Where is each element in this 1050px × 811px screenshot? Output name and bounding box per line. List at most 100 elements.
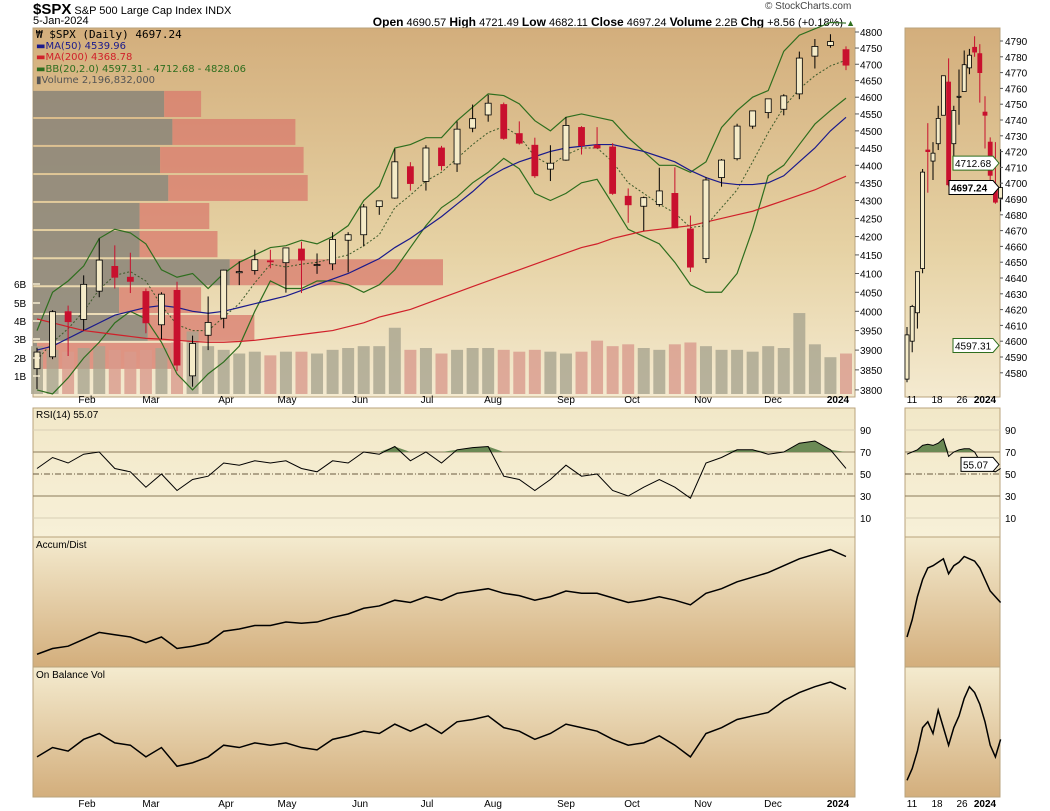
volume-bar: [637, 348, 650, 394]
obv-line: [36, 681, 847, 768]
inset-candle-body: [946, 81, 951, 186]
x-tick-label: Mar: [142, 395, 160, 406]
candle-body: [500, 104, 508, 139]
rsi-tick-label: 90: [860, 426, 872, 437]
volume-bar: [388, 327, 401, 394]
x-tick-label: Feb: [78, 799, 96, 810]
y-tick-label: 4050: [860, 288, 883, 299]
inset-obv-line: [906, 685, 1002, 781]
obv-title: On Balance Vol: [36, 670, 105, 681]
volume-bar: [684, 342, 697, 394]
legend-price-text: $SPX (Daily) 4697.24: [49, 28, 182, 41]
high-value: 4721.49: [479, 17, 519, 29]
x-tick-label: May: [278, 395, 297, 406]
inset-y-tick-label: 4590: [1005, 353, 1028, 364]
candle-body: [562, 125, 570, 161]
volume-bar: [559, 353, 572, 394]
candle-body: [126, 276, 134, 282]
x-tick-label: Sep: [557, 799, 575, 810]
candle-body: [422, 147, 430, 182]
inset-x-tick-label: 11: [907, 395, 918, 406]
candle-body: [298, 248, 305, 261]
x-tick-label: Dec: [764, 799, 782, 810]
inset-candle-body: [961, 64, 967, 92]
volume-bar: [435, 353, 448, 394]
x-tick-label: May: [278, 799, 297, 810]
legend-price: ₩ $SPX (Daily) 4697.24: [36, 29, 246, 41]
x-tick-label: Sep: [557, 395, 575, 406]
accum-dist-line: [36, 548, 847, 655]
inset-y-tick-label: 4710: [1005, 163, 1028, 174]
volume-bar: [155, 348, 168, 394]
inset-y-tick-label: 4690: [1005, 195, 1028, 206]
candle-body: [329, 239, 336, 265]
volume-tick-label: 6B: [14, 280, 27, 291]
volume-by-price-down-bar: [172, 118, 296, 145]
inset-x-tick-label: 26: [956, 395, 968, 406]
y-tick-label: 4450: [860, 144, 883, 155]
candle-body: [189, 343, 196, 377]
x-tick-label: Apr: [218, 799, 234, 810]
candle-body: [515, 133, 523, 144]
bb-mid-price-tag-box: [952, 155, 1000, 171]
y-tick-label: 4000: [860, 307, 883, 318]
volume-tick-label: 5B: [14, 299, 27, 310]
volume-bar: [279, 351, 292, 394]
volume-bar: [326, 349, 339, 394]
inset-y-tick-label: 4630: [1005, 290, 1028, 301]
candle-body: [158, 293, 165, 326]
volume-bar: [77, 348, 90, 394]
candle-body: [266, 260, 274, 263]
bb-upper-line: [36, 21, 847, 331]
inset-x-tick-label: 11: [907, 799, 918, 810]
inset-y-tick-label: 4580: [1005, 369, 1028, 380]
rsi-tick-label: 30: [860, 492, 872, 503]
rsi-line: [36, 440, 847, 499]
volume-bar: [762, 346, 775, 394]
volume-by-price-up-bar: [33, 202, 140, 230]
candle-body: [406, 166, 414, 184]
inset-y-tick-label: 4650: [1005, 258, 1028, 269]
accum-dist-title: Accum/Dist: [36, 540, 87, 551]
volume-bar: [544, 351, 557, 394]
inset-x-tick-label: 2024: [974, 799, 997, 810]
candle-body: [842, 49, 850, 66]
volume-bar: [93, 346, 106, 394]
inset-candle-body: [909, 306, 915, 342]
volume-by-price-up-bar: [33, 175, 169, 201]
volume-bar: [217, 349, 230, 394]
bb-lower-price-tag-box: [952, 337, 1000, 353]
legend-ma200: ▬MA(200) 4368.78: [36, 52, 133, 63]
volume-value: 2.2B: [715, 17, 738, 29]
volume-bar: [606, 346, 619, 394]
x-tick-label: Nov: [694, 395, 712, 406]
volume-bar: [513, 351, 526, 394]
x-tick-label: Jul: [421, 395, 434, 406]
volume-tick-label: 4B: [14, 317, 27, 328]
candle-body: [49, 311, 56, 358]
candle-body: [204, 322, 212, 336]
candle-body: [547, 162, 554, 170]
volume-tick-label: 2B: [14, 354, 27, 365]
candle-body: [749, 110, 757, 127]
close-value: 4697.24: [626, 17, 667, 29]
inset-rsi-tick-label: 70: [1005, 448, 1017, 459]
candle-body: [764, 98, 772, 113]
inset-y-tick-label: 4610: [1005, 321, 1028, 332]
volume-by-price-up-bar: [33, 287, 120, 313]
inset-y-tick-label: 4600: [1005, 337, 1028, 348]
inset-candle-body: [982, 111, 988, 116]
y-tick-label: 4600: [860, 93, 883, 104]
open-value: 4690.57: [406, 17, 447, 29]
chart-title: $SPX S&P 500 Large Cap Index INDX: [33, 1, 231, 18]
candle-body: [111, 266, 119, 278]
y-tick-label: 4350: [860, 179, 883, 190]
inset-y-tick-label: 4730: [1005, 132, 1028, 143]
volume-bar: [497, 349, 510, 394]
volume-bar: [342, 348, 355, 394]
y-tick-label: 3800: [860, 386, 883, 397]
volume-bar: [124, 351, 137, 394]
chg-value: +8.56 (+0.18%): [767, 17, 844, 29]
candle-body: [33, 351, 41, 370]
